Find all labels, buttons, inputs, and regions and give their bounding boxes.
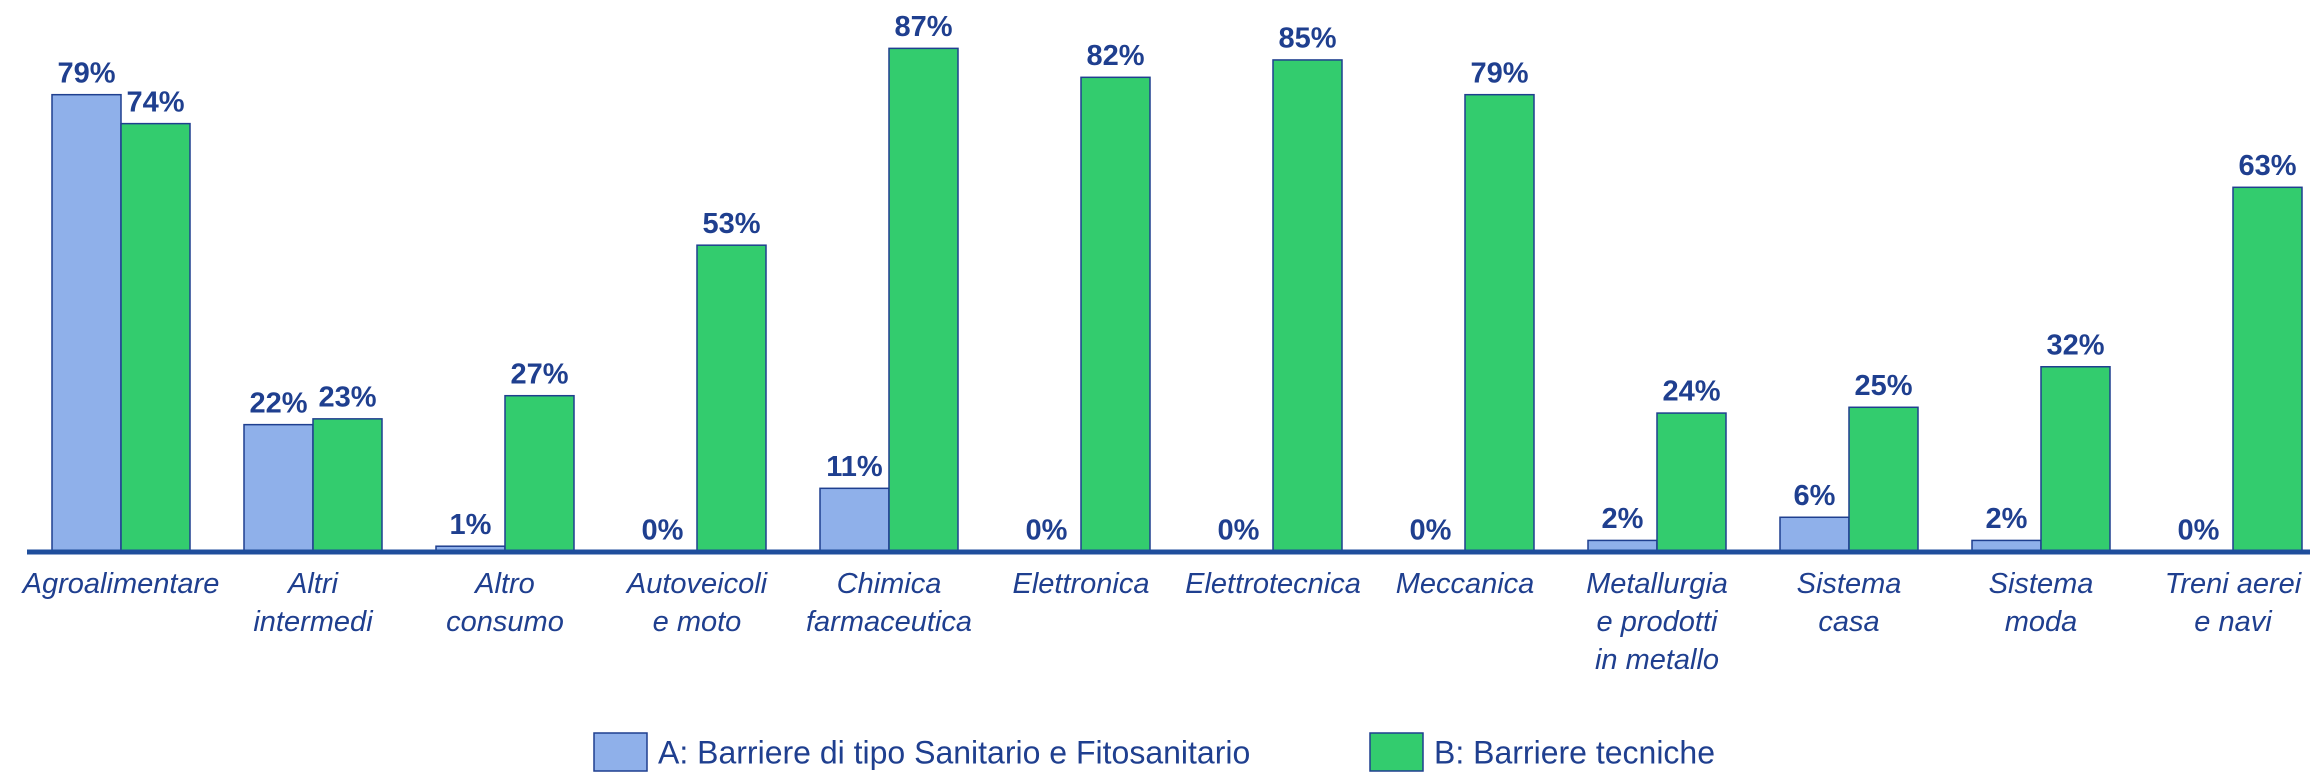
value-label: 82% (1086, 40, 1144, 72)
value-label: 0% (2178, 515, 2220, 547)
x-tick-label: Treni aerei e navi (2165, 568, 2303, 638)
value-label: 23% (318, 382, 376, 414)
value-label: 25% (1854, 370, 1912, 402)
value-label: 1% (450, 509, 492, 541)
x-tick-label: Agroalimentare (21, 568, 220, 600)
x-tick-label: Altri intermedi (253, 568, 374, 638)
x-tick-label: Elettrotecnica (1185, 568, 1361, 600)
value-label: 0% (1218, 515, 1260, 547)
value-label: 74% (126, 86, 184, 118)
bar (1272, 59, 1343, 553)
x-tick-label: Sistema casa (1797, 568, 1902, 638)
bar (819, 487, 890, 553)
x-tick-label: Elettronica (1012, 568, 1149, 600)
legend-swatch (593, 732, 648, 772)
bar (1656, 412, 1727, 553)
value-label: 53% (702, 208, 760, 240)
legend-label: B: Barriere tecniche (1434, 734, 1715, 770)
x-tick-label: Chimica farmaceutica (806, 568, 972, 638)
bar (2232, 186, 2303, 553)
value-label: 79% (1470, 57, 1528, 89)
legend-swatch (1369, 732, 1424, 772)
value-label: 85% (1278, 23, 1336, 55)
x-tick-label: Meccanica (1396, 568, 1535, 600)
value-label: 0% (1026, 515, 1068, 547)
value-label: 24% (1662, 376, 1720, 408)
value-label: 11% (826, 451, 883, 483)
x-tick-label: Sistema moda (1989, 568, 2094, 638)
bar (1848, 406, 1919, 553)
value-label: 63% (2238, 150, 2296, 182)
value-label: 27% (510, 358, 568, 390)
value-label: 0% (642, 515, 684, 547)
value-label: 0% (1410, 515, 1452, 547)
x-tick-label: Metallurgia e prodotti in metallo (1586, 568, 1728, 676)
bar (312, 418, 383, 553)
bar (696, 244, 767, 553)
bar (2040, 366, 2111, 553)
bar (51, 93, 122, 553)
legend-label: A: Barriere di tipo Sanitario e Fitosani… (658, 734, 1250, 770)
x-tick-label: Altro consumo (446, 568, 564, 638)
bar (504, 394, 575, 553)
bar (1464, 93, 1535, 553)
value-label: 32% (2046, 329, 2104, 361)
bar (120, 122, 191, 553)
value-label: 87% (894, 11, 952, 43)
value-label: 79% (57, 57, 115, 89)
bar (1080, 76, 1151, 553)
value-label: 22% (249, 387, 307, 419)
bar (1779, 516, 1850, 553)
value-label: 6% (1794, 480, 1836, 512)
bar (243, 423, 314, 553)
x-tick-label: Autoveicoli e moto (625, 568, 769, 638)
bar (888, 47, 959, 553)
value-label: 2% (1602, 503, 1644, 535)
value-label: 2% (1986, 503, 2028, 535)
